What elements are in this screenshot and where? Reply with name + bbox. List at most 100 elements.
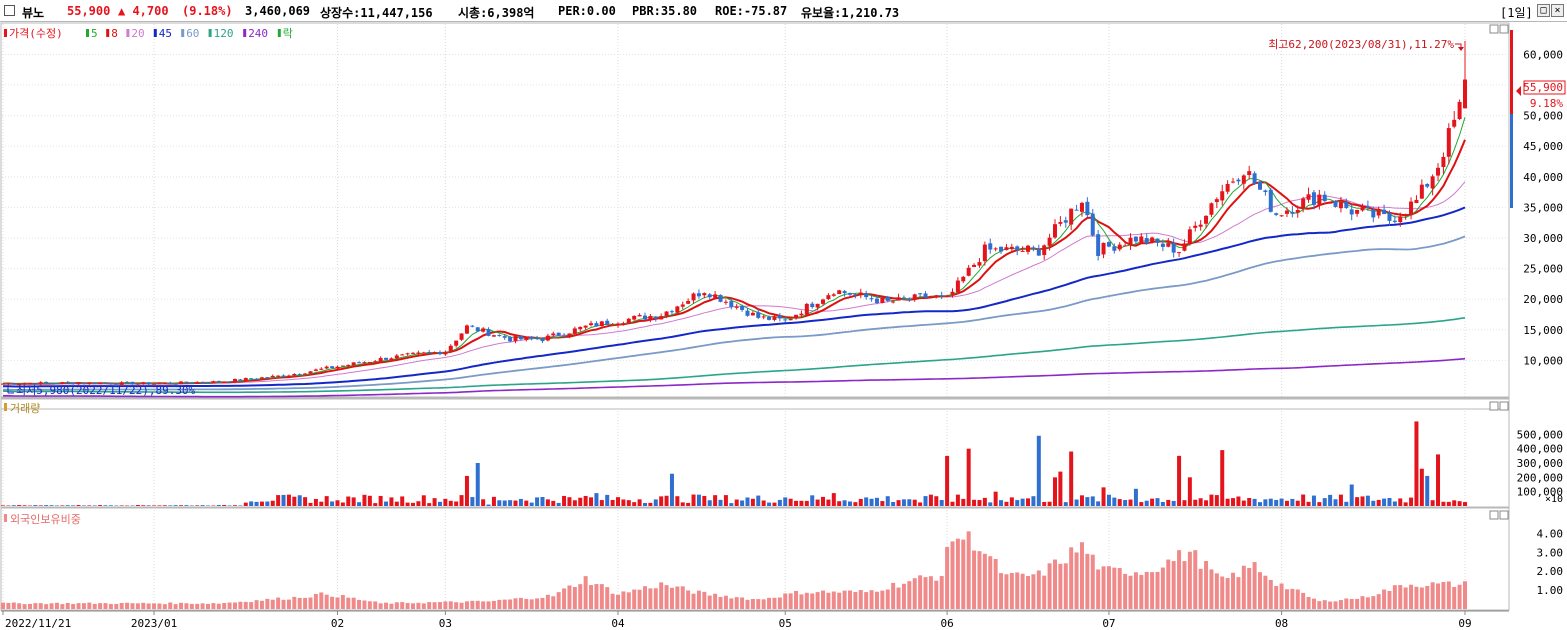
vol-panel-close-icon[interactable] [1499,401,1509,411]
volume-bar [1214,495,1219,506]
foreign-bar [669,587,674,609]
volume-bar [815,499,820,506]
foreign-bar [421,603,426,609]
volume-bar [1031,496,1036,506]
legend-swatch [86,29,89,37]
candle-body [1430,176,1435,189]
volume-bar [464,475,469,506]
candle-body [1150,237,1155,242]
volume-bar [1004,501,1009,506]
foreign-bar [297,597,302,609]
candle-body [783,319,788,321]
candle-body [928,296,933,298]
foreign-bar [1031,574,1036,609]
foreign-bar [1160,567,1165,609]
volume-bar [589,497,594,506]
foreign-bar [1328,601,1333,609]
candle-body [1166,243,1171,247]
volume-bar [583,495,588,506]
volume-bar [1009,497,1014,506]
volume-bar [1,505,5,506]
volume-bar [777,499,782,506]
foreign-bar [1085,553,1090,609]
foreign-bar [308,597,313,609]
candle-body [1306,194,1311,200]
stock-chart[interactable]: 가격(수정) 5 8 20 45 60 120 240 락 10,000 15,000 20,000… [0,22,1567,630]
legend-label: 20 [131,27,144,40]
panel-maximize-icon[interactable] [1489,24,1499,34]
pbr-value: PBR:35.80 [632,4,698,18]
candle-body [626,318,631,324]
candle-body [1198,224,1203,227]
volume-bar [200,505,205,506]
candle-body [777,315,782,319]
maximize-icon[interactable]: □ [1537,4,1550,17]
volume-bar [1182,500,1187,506]
market-cap: 시총:6,398억 [458,6,535,20]
foreign-bar [232,602,237,609]
volume-bar [982,497,987,506]
volume-bar [729,503,734,506]
panel-close-icon[interactable] [1499,24,1509,34]
foreign-bar [1371,596,1376,609]
volume-bar [394,501,399,506]
volume-bar [281,494,286,506]
foreign-bar [1204,561,1209,609]
candle-body [1279,215,1284,217]
fr-panel-maximize-icon[interactable] [1489,510,1499,520]
legend-swatch [181,29,185,37]
volume-bar [513,500,518,506]
volume-bar [1257,502,1262,506]
foreign-bar [76,603,81,609]
candle-body [637,315,642,317]
foreign-bar [319,592,324,609]
foreign-bar [626,592,631,609]
candle-body [1182,243,1187,251]
candle-body [1333,201,1338,207]
candle-body [680,304,685,307]
foreign-bar [254,600,259,609]
foreign-bar [1144,571,1149,609]
foreign-bars [1,531,1467,609]
candle-body [146,382,151,385]
volume-bar [794,500,799,506]
volume-bar [1306,501,1311,506]
price-change-pct: (9.18%) [182,4,233,18]
volume-bar [103,505,108,506]
candle-body [200,382,205,384]
foreign-bar [38,603,43,609]
candle-body [1392,220,1397,222]
legend-swatch [4,29,7,37]
candle-body [794,314,799,319]
foreign-bar [1452,587,1457,609]
foreign-bar [562,588,567,609]
foreign-bar [286,599,291,609]
period-selector[interactable]: [1일] [1500,6,1533,20]
candle-body [119,382,124,385]
volume-bar [1387,497,1392,506]
volume-bar [864,497,869,506]
vol-panel-maximize-icon[interactable] [1489,401,1499,411]
volume-bar [1026,498,1031,506]
foreign-bar [1317,601,1322,609]
foreign-bar [6,602,11,609]
candle-body [1,383,5,385]
close-icon[interactable]: × [1551,4,1564,17]
candle-body [44,381,49,383]
legend-label: 240 [248,27,268,40]
foreign-bar [842,590,847,609]
price-change: ▲ 4,700 [118,4,169,18]
volume-bar [222,505,227,506]
foreign-bar [265,598,270,609]
volume-bar [945,455,950,506]
fr-panel-close-icon[interactable] [1499,510,1509,520]
candle-body [1193,225,1198,228]
foreign-bar [1112,567,1117,609]
volume-bar [416,501,421,506]
candle-body [335,366,340,369]
candle-body [1403,214,1408,216]
volume-bar [691,494,696,506]
select-checkbox[interactable] [4,5,15,16]
foreign-bar [227,602,232,609]
high-arrow-icon [1455,43,1462,48]
